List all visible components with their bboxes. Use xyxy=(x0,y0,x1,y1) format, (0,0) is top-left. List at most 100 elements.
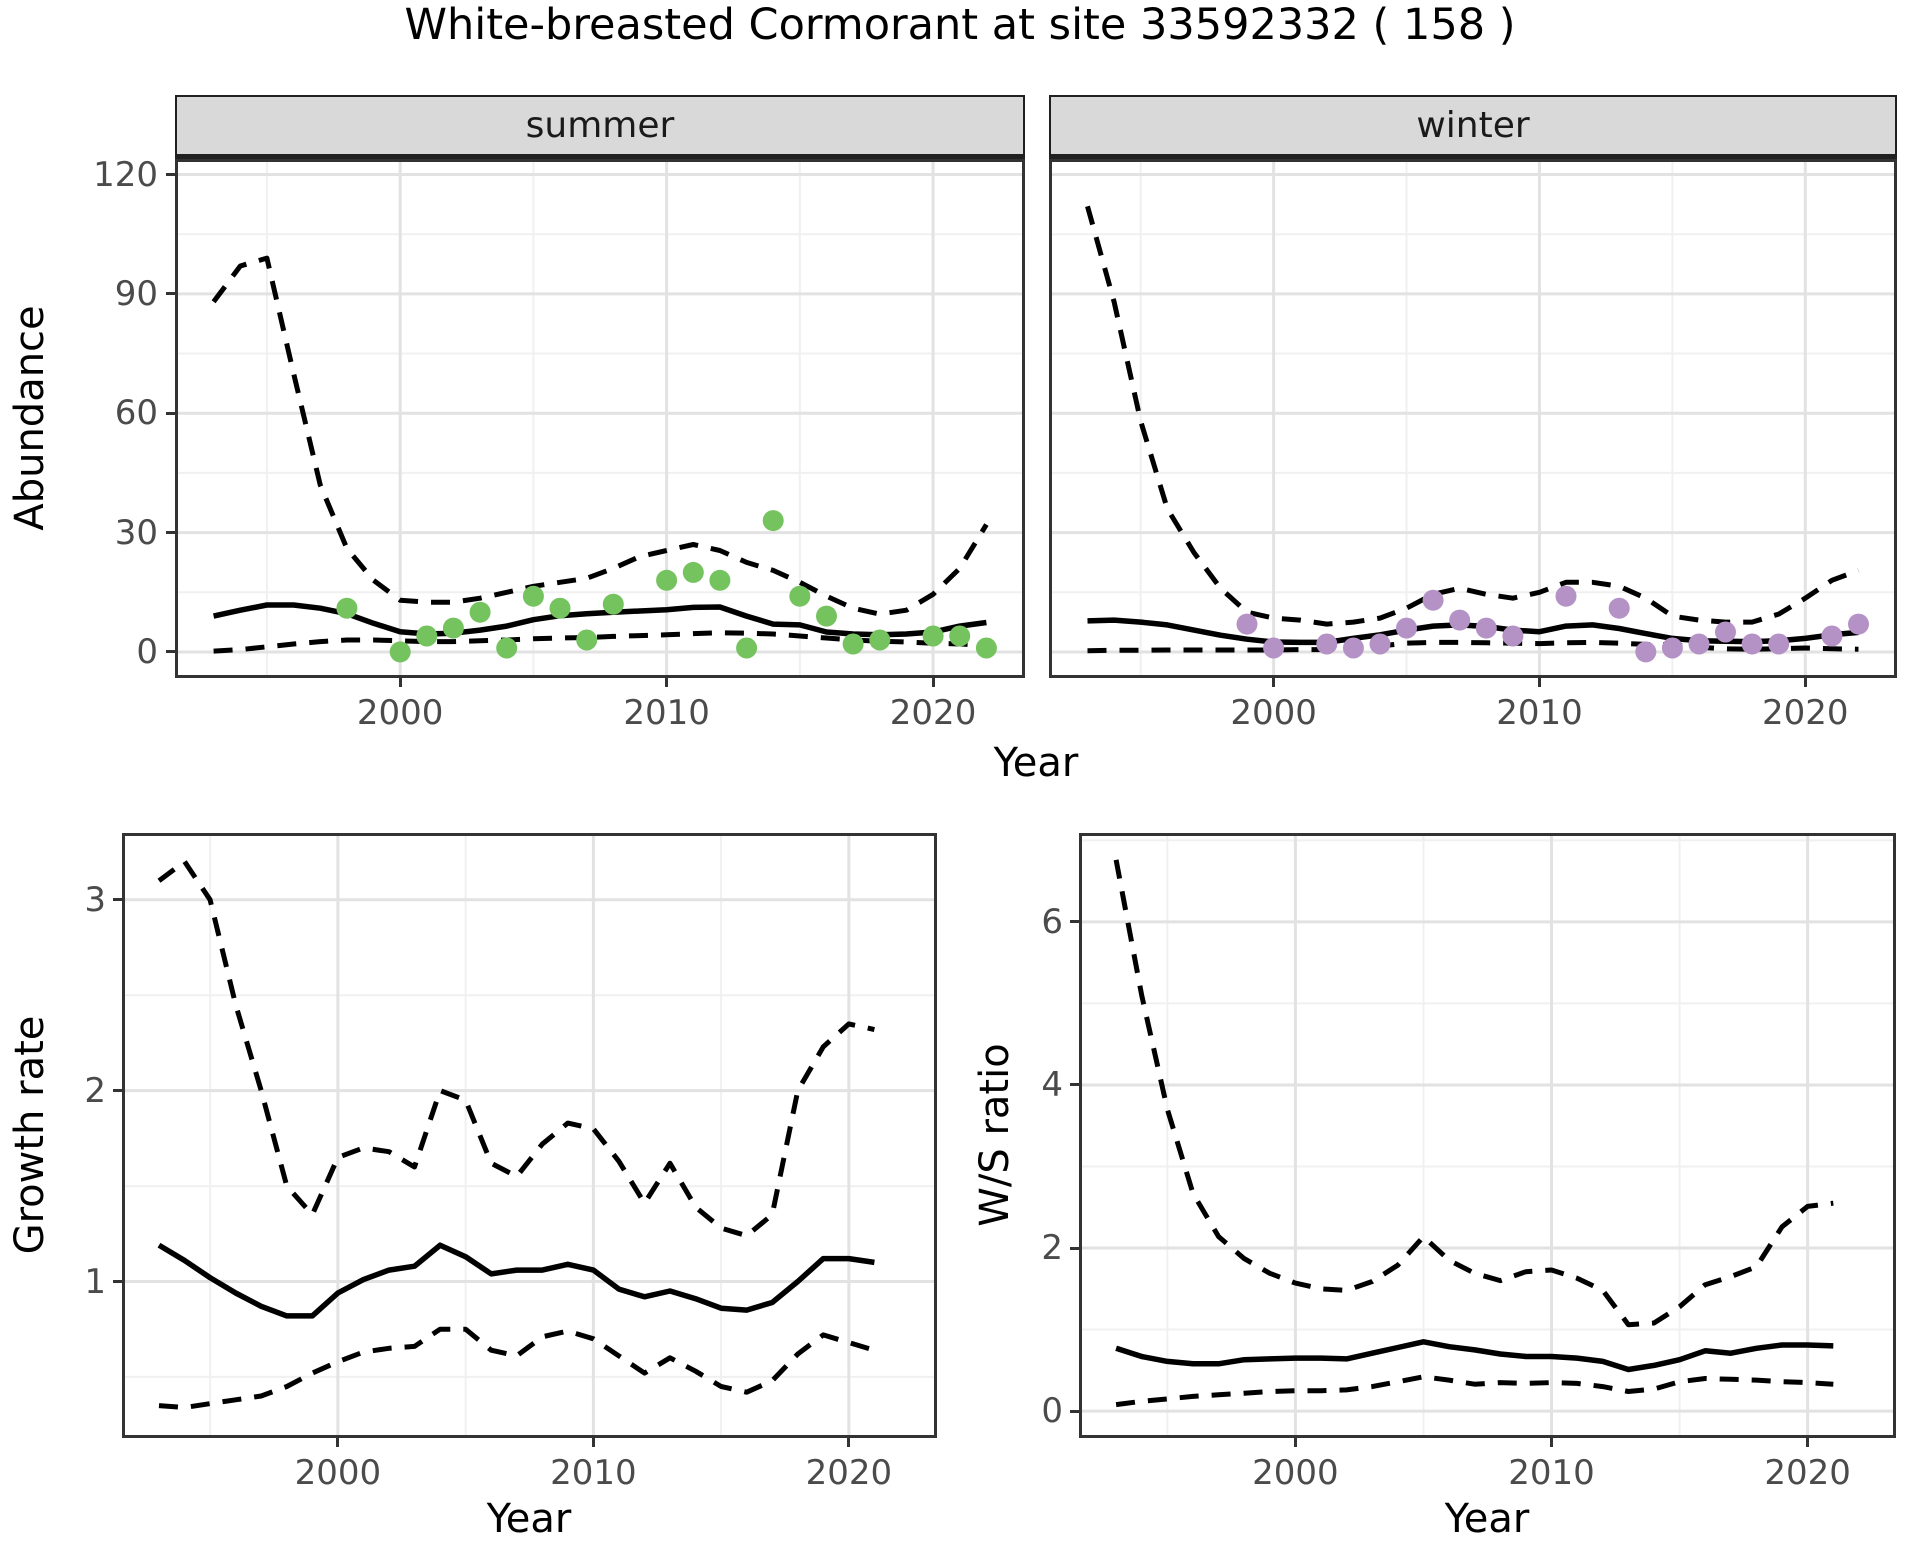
x-tick-label: 2020 xyxy=(889,693,977,733)
observation-point xyxy=(1263,637,1285,659)
observation-point xyxy=(949,625,971,647)
observation-point xyxy=(1396,617,1417,639)
y-tick-label: 4 xyxy=(1041,1064,1063,1105)
x-axis-title-year-growth: Year xyxy=(486,1496,572,1542)
plot-panel-abundance_summer xyxy=(175,159,1025,678)
x-tick-mark xyxy=(398,678,402,687)
x-tick-mark xyxy=(1803,678,1807,687)
x-tick-mark xyxy=(591,1438,595,1447)
observation-point xyxy=(1848,613,1869,635)
y-tick-mark xyxy=(113,1089,122,1093)
lower_ci-dashed-line xyxy=(158,1326,876,1410)
y-tick-mark xyxy=(166,411,175,415)
observation-point xyxy=(1369,633,1391,655)
y-tick-mark xyxy=(166,292,175,296)
observation-point xyxy=(656,569,678,591)
observation-point xyxy=(602,593,624,615)
observation-point xyxy=(549,597,571,619)
x-tick-mark xyxy=(931,678,935,687)
observation-point xyxy=(1502,625,1524,647)
x-tick-label: 2010 xyxy=(623,693,710,733)
observation-point xyxy=(762,510,784,532)
observation-point xyxy=(1475,617,1497,639)
observation-point xyxy=(975,637,997,659)
y-tick-label: 60 xyxy=(114,393,158,434)
upper_ci-dashed-line xyxy=(211,255,989,617)
x-tick-label: 2000 xyxy=(1252,1453,1339,1493)
observation-point xyxy=(389,641,411,663)
observation-point xyxy=(1555,585,1577,607)
observation-point xyxy=(1741,633,1763,655)
y-tick-label: 2 xyxy=(1041,1228,1063,1269)
observation-point xyxy=(1715,621,1736,643)
y-tick-label: 0 xyxy=(136,631,158,672)
observation-point xyxy=(1688,633,1710,655)
observation-point xyxy=(1449,609,1471,631)
y-axis-title-ws-ratio: W/S ratio xyxy=(972,1043,1018,1227)
chart-title: White-breasted Cormorant at site 3359233… xyxy=(404,0,1516,50)
y-tick-label: 30 xyxy=(114,512,158,553)
y-tick-mark xyxy=(166,173,175,177)
y-tick-label: 1 xyxy=(84,1261,106,1302)
y-tick-label: 0 xyxy=(1041,1391,1063,1432)
observation-point xyxy=(1342,637,1364,659)
x-tick-label: 2020 xyxy=(1762,693,1849,733)
observation-point xyxy=(1316,633,1338,655)
x-tick-label: 2000 xyxy=(294,1453,382,1493)
observation-point xyxy=(1608,597,1630,619)
x-tick-label: 2010 xyxy=(1496,693,1583,733)
y-tick-mark xyxy=(1070,1083,1079,1087)
facet-strip-winter: winter xyxy=(1049,95,1897,159)
x-tick-mark xyxy=(1537,678,1541,687)
y-tick-mark xyxy=(166,531,175,535)
facet-strip-summer: summer xyxy=(175,95,1025,159)
observation-point xyxy=(1635,641,1657,663)
y-tick-mark xyxy=(1070,1409,1079,1413)
x-tick-label: 2010 xyxy=(550,1453,637,1493)
y-tick-mark xyxy=(1070,920,1079,924)
observation-point xyxy=(922,625,944,647)
observation-point xyxy=(736,637,758,659)
upper_ci-dashed-line xyxy=(1085,205,1860,627)
x-tick-mark xyxy=(1550,1438,1554,1447)
facet-strip-summer-label: summer xyxy=(525,105,675,146)
upper_ci-dashed-line xyxy=(1113,859,1834,1328)
lower_ci-dashed-line xyxy=(1115,1374,1834,1408)
observation-point xyxy=(682,561,704,583)
y-tick-label: 90 xyxy=(114,273,158,314)
x-tick-label: 2020 xyxy=(805,1453,893,1493)
observation-point xyxy=(576,629,598,651)
observation-point xyxy=(442,617,464,639)
x-tick-mark xyxy=(336,1438,340,1447)
lower_ci-dashed-line xyxy=(1087,639,1859,654)
observation-point xyxy=(1236,613,1258,635)
observation-point xyxy=(416,625,438,647)
x-tick-mark xyxy=(847,1438,851,1447)
plot-panel-ws_ratio xyxy=(1079,833,1896,1438)
observation-point xyxy=(1768,633,1790,655)
x-tick-label: 2020 xyxy=(1764,1453,1851,1493)
mean-line xyxy=(157,1242,875,1319)
x-tick-label: 2000 xyxy=(1230,693,1317,733)
observation-point xyxy=(336,597,358,619)
x-tick-label: 2010 xyxy=(1508,1453,1595,1493)
observation-point xyxy=(496,637,518,659)
x-tick-label: 2000 xyxy=(356,693,444,733)
plot-panel-growth_rate xyxy=(122,833,937,1438)
facet-strip-winter-label: winter xyxy=(1416,105,1530,146)
y-tick-label: 2 xyxy=(84,1070,106,1111)
y-tick-mark xyxy=(166,650,175,654)
mean-line xyxy=(1115,1339,1834,1373)
upper_ci-dashed-line xyxy=(157,859,875,1239)
y-tick-label: 6 xyxy=(1041,901,1063,942)
y-tick-label: 3 xyxy=(84,879,106,920)
x-tick-mark xyxy=(665,678,669,687)
x-tick-mark xyxy=(1272,678,1276,687)
x-axis-title-year-top: Year xyxy=(993,740,1079,786)
observation-point xyxy=(1661,637,1683,659)
y-tick-mark xyxy=(1070,1246,1079,1250)
observation-point xyxy=(469,601,491,623)
x-axis-title-year-ws: Year xyxy=(1444,1496,1530,1542)
observation-point xyxy=(816,605,837,627)
observation-point xyxy=(709,569,731,591)
